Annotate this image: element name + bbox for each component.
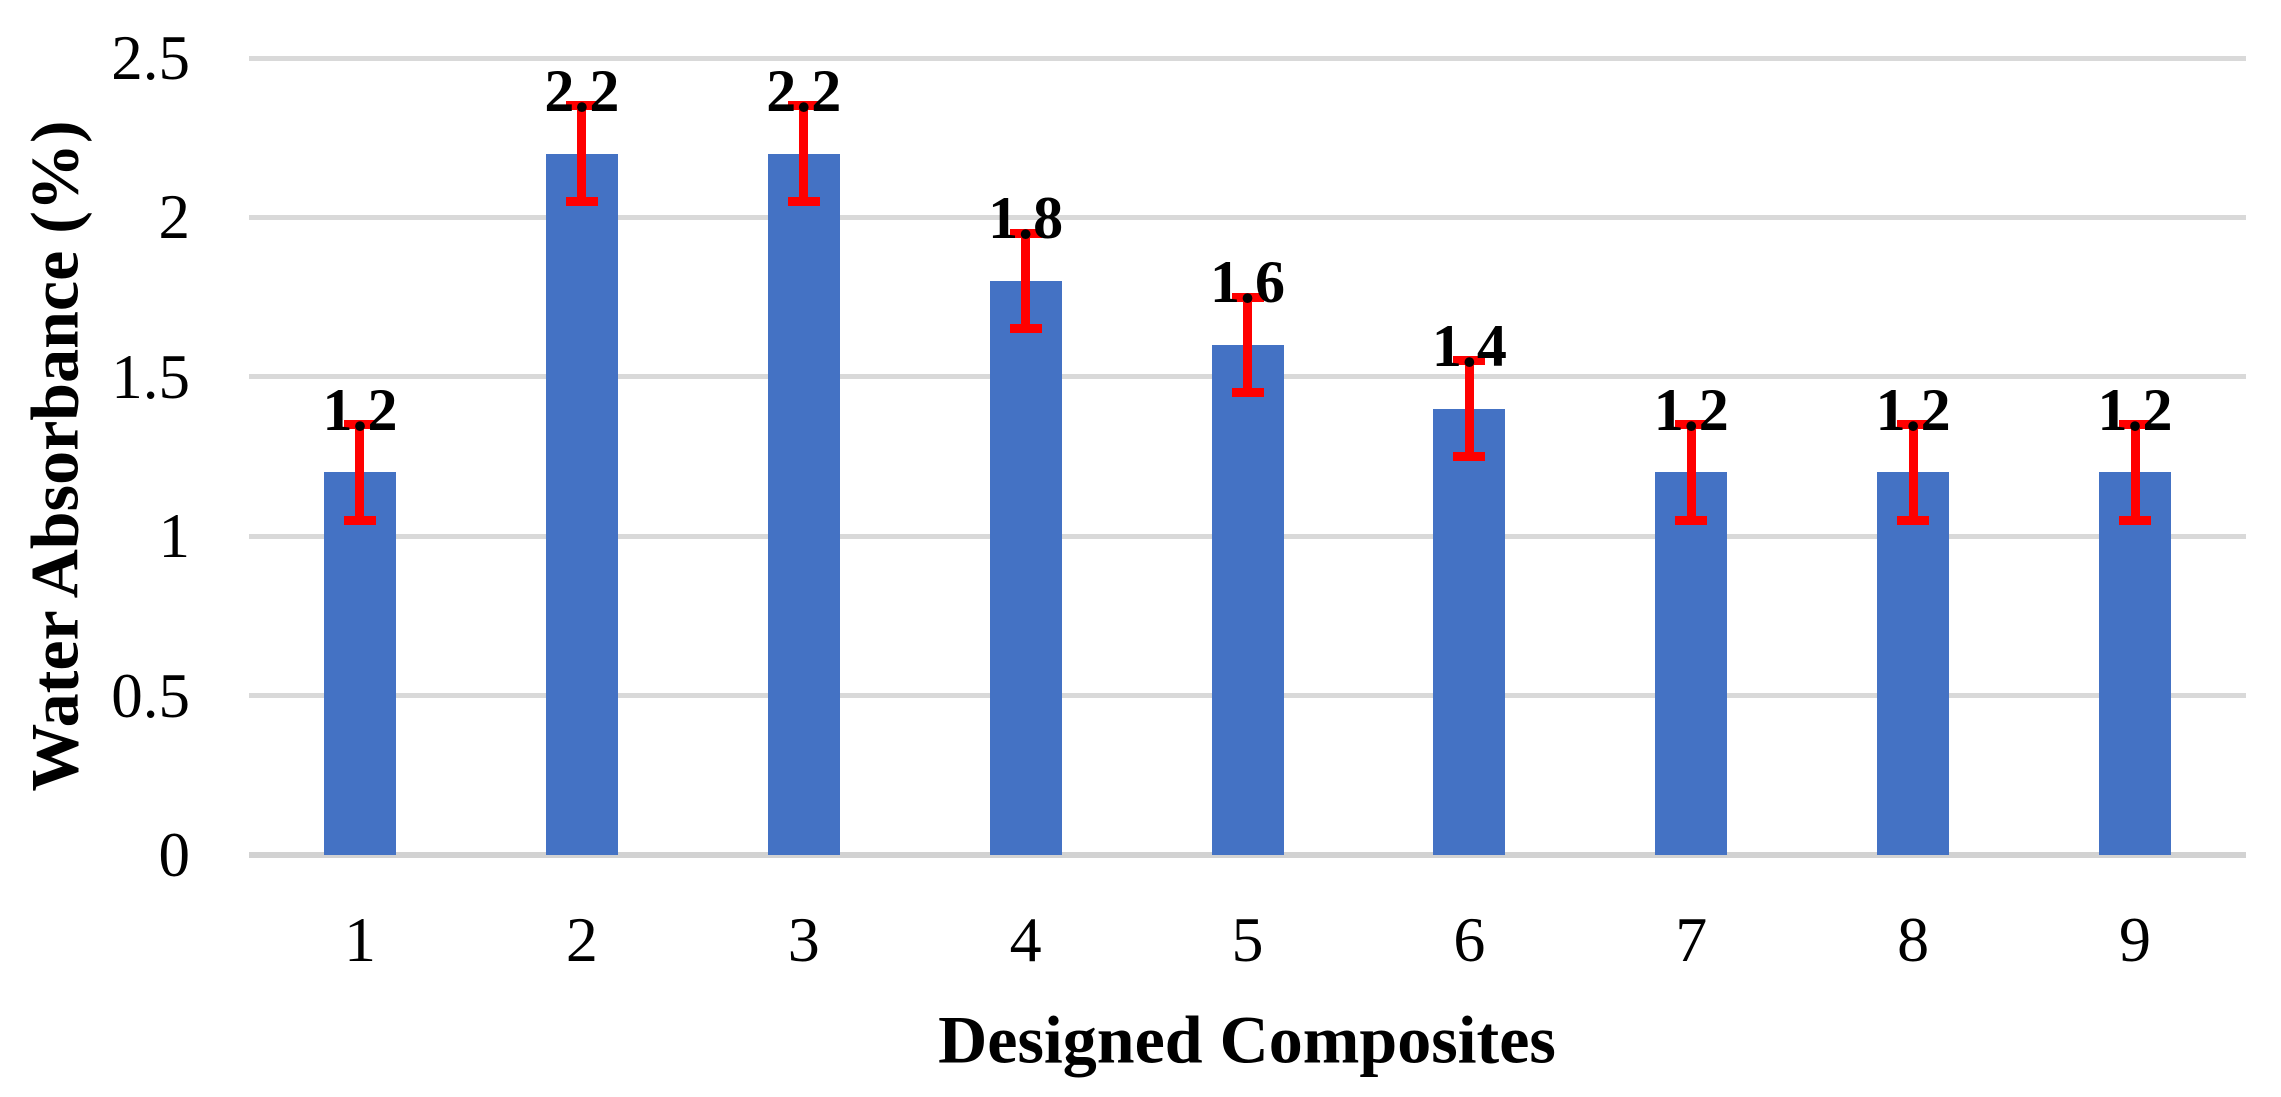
bar (1877, 472, 1950, 855)
error-bar-cap-top (1231, 292, 1264, 302)
bar (1433, 408, 1506, 855)
error-bar-cap-bottom (1453, 452, 1486, 461)
error-bar-line (1908, 424, 1918, 521)
error-bar-cap-top (1675, 420, 1708, 430)
y-axis-title: Water Absorbance (%) (16, 120, 93, 792)
error-bar-cap-top (343, 420, 376, 430)
error-bar-line (1021, 233, 1031, 329)
data-label: 1.6 (1210, 249, 1285, 316)
error-bar-cap-bottom (343, 515, 376, 525)
data-label: 1.2 (322, 376, 398, 443)
bar (1655, 472, 1728, 855)
data-label: 1.4 (1431, 312, 1507, 379)
x-tick-label: 8 (1897, 904, 1930, 975)
x-tick-label: 3 (787, 904, 820, 975)
x-tick-label: 1 (343, 904, 376, 975)
error-bar-line (2130, 424, 2140, 521)
error-bar-line (1464, 360, 1474, 457)
y-tick-label: 0 (158, 820, 191, 890)
y-tick-label: 1.5 (111, 341, 190, 412)
gridline (249, 55, 2246, 61)
y-tick-label: 0.5 (111, 660, 190, 731)
x-tick-label: 4 (1009, 904, 1042, 975)
bar (1211, 344, 1284, 855)
error-bar-cap-top (1453, 356, 1486, 366)
x-tick-label: 5 (1231, 904, 1264, 975)
error-bar-line (1243, 297, 1252, 393)
y-tick-label: 2.5 (111, 23, 190, 93)
error-bar-line (355, 424, 365, 521)
data-label: 2.2 (766, 57, 842, 124)
error-bar-line (799, 105, 809, 202)
error-bar-line (1686, 424, 1696, 521)
error-bar-cap-bottom (565, 196, 598, 206)
x-tick-label: 9 (2119, 904, 2152, 975)
error-bar-cap-top (1009, 228, 1042, 238)
y-tick-label: 2 (158, 182, 191, 253)
error-bar-cap-bottom (787, 196, 820, 206)
error-bar-cap-bottom (1009, 324, 1042, 334)
error-bar-cap-bottom (2119, 515, 2152, 525)
bar (2099, 472, 2172, 855)
error-bar-cap-top (565, 101, 598, 111)
error-bar-line (577, 105, 587, 202)
error-bar-cap-bottom (1897, 515, 1930, 525)
x-axis-line (249, 852, 2246, 858)
error-bar-cap-top (1897, 420, 1930, 430)
gridline (249, 214, 2246, 220)
error-bar-cap-bottom (1231, 388, 1264, 398)
data-label: 1.2 (1875, 376, 1951, 443)
error-bar-cap-bottom (1675, 515, 1708, 525)
bar (989, 281, 1062, 855)
data-label: 1.2 (2097, 376, 2173, 443)
bar (323, 472, 396, 855)
bar (767, 153, 840, 855)
bar (545, 153, 618, 855)
y-tick-label: 1 (158, 501, 191, 572)
x-axis-title: Designed Composites (938, 1001, 1556, 1078)
error-bar-cap-top (2119, 420, 2152, 430)
data-label: 1.8 (988, 185, 1064, 252)
data-label: 2.2 (544, 57, 620, 124)
x-tick-label: 7 (1675, 904, 1708, 975)
data-label: 1.2 (1653, 376, 1729, 443)
x-tick-label: 2 (565, 904, 598, 975)
x-tick-label: 6 (1453, 904, 1486, 975)
error-bar-cap-top (787, 101, 820, 111)
